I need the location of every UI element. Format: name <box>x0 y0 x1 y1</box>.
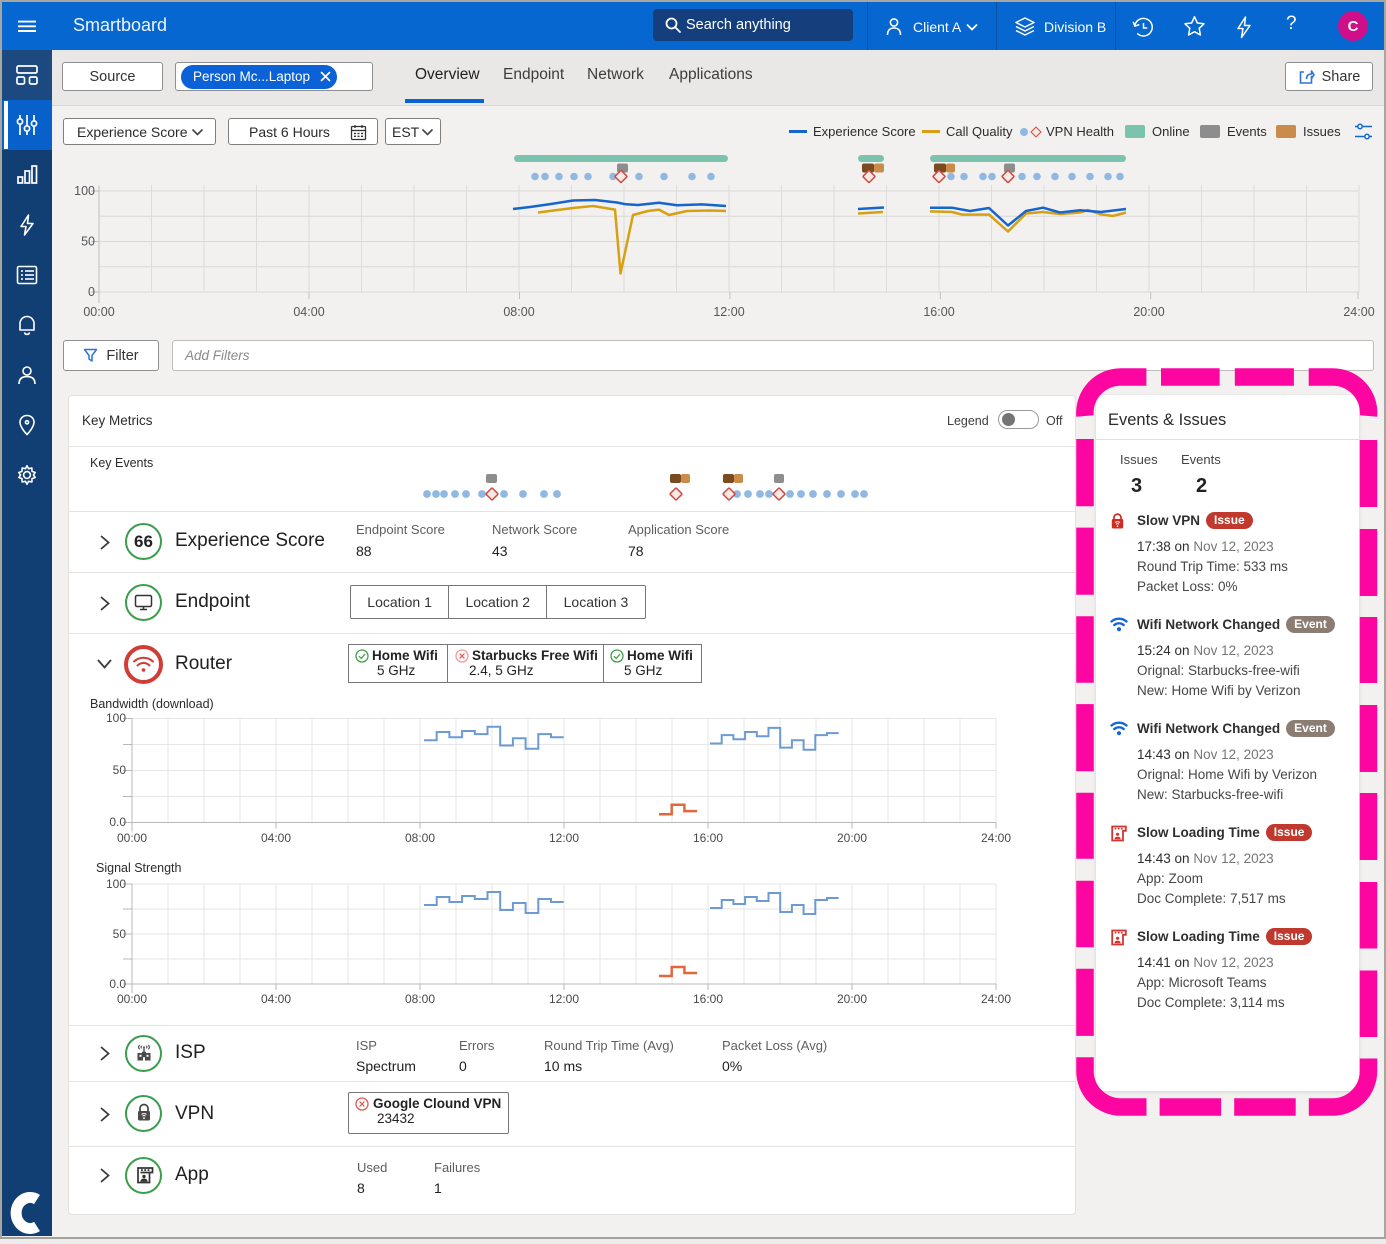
svg-text:0.0: 0.0 <box>109 815 126 829</box>
svg-text:20:00: 20:00 <box>1133 305 1164 319</box>
svg-text:16:00: 16:00 <box>693 992 723 1006</box>
svg-text:08:00: 08:00 <box>503 305 534 319</box>
svg-text:16:00: 16:00 <box>693 831 723 845</box>
svg-text:08:00: 08:00 <box>405 992 435 1006</box>
svg-text:04:00: 04:00 <box>293 305 324 319</box>
svg-text:20:00: 20:00 <box>837 831 867 845</box>
svg-text:12:00: 12:00 <box>549 831 579 845</box>
svg-text:50: 50 <box>113 763 127 777</box>
svg-text:00:00: 00:00 <box>117 831 147 845</box>
svg-text:24:00: 24:00 <box>981 831 1011 845</box>
svg-text:12:00: 12:00 <box>713 305 744 319</box>
svg-text:24:00: 24:00 <box>981 992 1011 1006</box>
svg-text:04:00: 04:00 <box>261 992 291 1006</box>
svg-text:50: 50 <box>113 927 127 941</box>
svg-text:24:00: 24:00 <box>1343 305 1374 319</box>
svg-text:100: 100 <box>106 711 126 725</box>
svg-text:100: 100 <box>74 184 95 198</box>
svg-text:04:00: 04:00 <box>261 831 291 845</box>
svg-text:16:00: 16:00 <box>923 305 954 319</box>
svg-text:100: 100 <box>106 877 126 891</box>
svg-text:12:00: 12:00 <box>549 992 579 1006</box>
svg-text:20:00: 20:00 <box>837 992 867 1006</box>
svg-text:00:00: 00:00 <box>117 992 147 1006</box>
svg-text:0: 0 <box>88 285 95 299</box>
svg-text:08:00: 08:00 <box>405 831 435 845</box>
svg-text:00:00: 00:00 <box>83 305 114 319</box>
svg-text:50: 50 <box>81 235 95 249</box>
svg-text:0.0: 0.0 <box>109 977 126 991</box>
